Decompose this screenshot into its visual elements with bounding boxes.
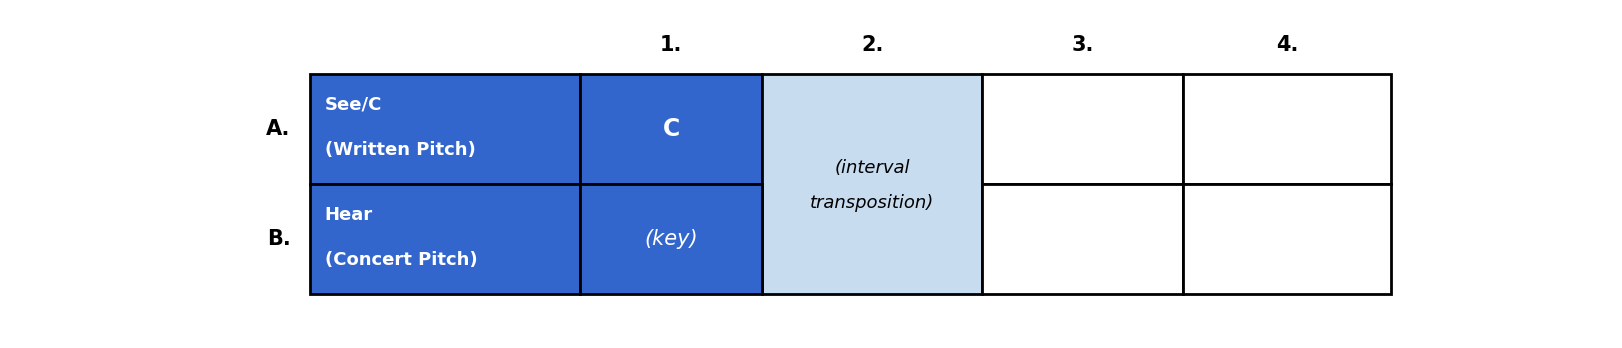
Text: 3.: 3. bbox=[1072, 35, 1093, 55]
Text: 4.: 4. bbox=[1277, 35, 1298, 55]
Text: See/C: See/C bbox=[324, 96, 383, 114]
Bar bbox=[983, 184, 1184, 294]
Text: (Concert Pitch): (Concert Pitch) bbox=[324, 251, 477, 269]
Text: Hear: Hear bbox=[324, 206, 373, 224]
Text: transposition): transposition) bbox=[809, 193, 934, 212]
Text: 1.: 1. bbox=[660, 35, 683, 55]
Bar bbox=[310, 74, 581, 184]
Text: 2.: 2. bbox=[861, 35, 884, 55]
Bar bbox=[762, 74, 983, 294]
Text: (interval: (interval bbox=[834, 159, 910, 177]
Bar bbox=[1184, 184, 1390, 294]
Bar bbox=[581, 184, 762, 294]
Bar bbox=[983, 74, 1184, 184]
Text: C: C bbox=[662, 117, 680, 141]
Bar bbox=[1184, 74, 1390, 184]
Text: (key): (key) bbox=[644, 229, 697, 249]
Text: (Written Pitch): (Written Pitch) bbox=[324, 141, 475, 159]
Bar bbox=[581, 74, 762, 184]
Bar bbox=[310, 184, 581, 294]
Text: A.: A. bbox=[266, 119, 290, 139]
Text: B.: B. bbox=[268, 229, 290, 249]
